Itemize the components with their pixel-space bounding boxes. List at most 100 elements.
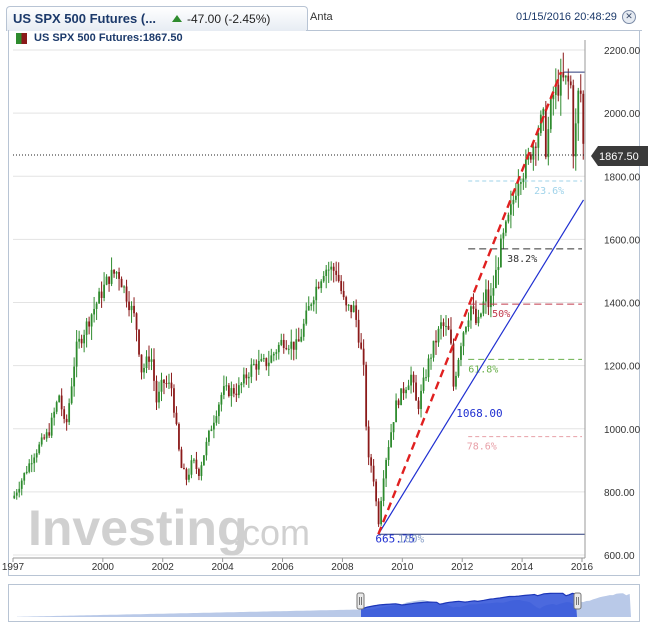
candle-body xyxy=(317,286,320,289)
candle-body xyxy=(400,388,402,406)
x-tick-label: 2002 xyxy=(152,562,175,573)
candle-body xyxy=(53,411,56,418)
candle-body xyxy=(407,385,410,390)
fib-level-label: 78.6% xyxy=(467,442,497,453)
candle-body xyxy=(452,343,455,387)
fib-level-label: 23.6% xyxy=(534,186,564,197)
navigator-svg[interactable] xyxy=(9,585,639,621)
candle-body xyxy=(390,432,392,447)
candle-body xyxy=(265,358,268,367)
candle-body xyxy=(552,94,555,100)
candle-body xyxy=(477,316,480,324)
candle-body xyxy=(507,214,510,222)
chart-annotation: 100% xyxy=(398,532,425,545)
candle-body xyxy=(20,480,23,489)
candle-body xyxy=(73,366,76,387)
candle-body xyxy=(30,463,33,465)
legend-label: US SPX 500 Futures:1867.50 xyxy=(34,32,183,44)
candle-body xyxy=(485,289,487,302)
candle-body xyxy=(315,286,318,301)
last-price-tag-shape xyxy=(591,146,648,166)
chart-panel xyxy=(8,30,640,576)
candle-body xyxy=(455,375,457,387)
candle-body xyxy=(257,360,260,370)
x-tick-label: 2014 xyxy=(511,562,534,573)
candle-body xyxy=(559,72,562,96)
candle-body xyxy=(335,270,338,275)
candle-body xyxy=(420,390,422,409)
candle-body xyxy=(447,325,450,330)
x-tick-label: 2008 xyxy=(331,562,354,573)
candle-body xyxy=(519,182,522,184)
candle-body xyxy=(250,364,253,377)
candle-body xyxy=(370,457,373,466)
candle-body xyxy=(135,313,138,330)
candle-body xyxy=(567,75,570,82)
candle-body xyxy=(440,322,442,329)
candle-body xyxy=(15,492,18,496)
candle-body xyxy=(43,437,46,439)
range-navigator[interactable] xyxy=(8,584,640,622)
candle-body xyxy=(562,72,565,78)
candle-body xyxy=(482,301,485,314)
y-tick-label: 600.00 xyxy=(604,551,635,562)
candle-body xyxy=(302,323,305,337)
candle-body xyxy=(465,327,467,333)
candle-body xyxy=(48,432,51,436)
candle-body xyxy=(375,481,378,502)
candle-body xyxy=(272,353,275,356)
candle-body xyxy=(385,459,387,479)
candle-body xyxy=(290,341,293,349)
candle-body xyxy=(75,341,78,367)
candle-body xyxy=(173,388,175,413)
fib-level-label: 50% xyxy=(492,309,510,320)
candle-body xyxy=(529,154,532,160)
close-icon[interactable]: ✕ xyxy=(622,10,636,24)
candle-body xyxy=(100,291,103,298)
candle-body xyxy=(23,473,26,481)
candle-body xyxy=(380,500,383,525)
candle-body xyxy=(442,322,445,327)
candle-body xyxy=(155,380,158,403)
candle-body xyxy=(262,358,265,360)
candle-body xyxy=(130,305,133,311)
candle-body xyxy=(524,159,527,179)
candle-body xyxy=(78,338,81,342)
y-tick-label: 2200.00 xyxy=(604,46,641,57)
candle-body xyxy=(242,374,245,384)
candle-body xyxy=(143,368,145,373)
candle-body xyxy=(410,374,412,386)
x-tick-label: 2016 xyxy=(571,562,594,573)
candle-body xyxy=(365,364,368,427)
y-tick-label: 1600.00 xyxy=(604,235,641,246)
candle-body xyxy=(350,304,353,313)
fib-level-label: 38.2% xyxy=(507,254,537,265)
candle-body xyxy=(83,334,86,344)
candle-body xyxy=(547,129,550,158)
candle-body xyxy=(457,359,460,376)
candle-body xyxy=(140,354,143,373)
navigator-selected-line xyxy=(360,592,576,610)
candle-body xyxy=(297,339,300,342)
blue-trend-line xyxy=(377,199,585,535)
candle-body xyxy=(58,395,61,403)
candle-body xyxy=(472,306,475,309)
navigator-left-handle[interactable] xyxy=(356,592,365,610)
candle-body xyxy=(514,195,517,200)
instrument-tab[interactable]: US SPX 500 Futures (... -47.00 (-2.45%) xyxy=(6,6,308,31)
candle-body xyxy=(417,400,420,409)
candle-body xyxy=(532,146,535,160)
candle-body xyxy=(65,418,68,423)
candle-body xyxy=(118,272,120,279)
candle-body xyxy=(110,269,113,284)
instrument-title[interactable]: US SPX 500 Futures (... xyxy=(13,11,157,26)
grid-lines xyxy=(13,49,585,556)
x-tick-label: 2004 xyxy=(212,562,235,573)
x-tick-label: 1997 xyxy=(2,562,25,573)
candle-body xyxy=(25,471,28,474)
candle-body xyxy=(342,290,345,298)
candle-body xyxy=(40,437,43,445)
candle-body xyxy=(240,383,243,386)
price-chart[interactable]: Investing .com 23.6% 38.2% 50% 61.8% 78.6% 10… xyxy=(0,0,650,580)
navigator-right-handle[interactable] xyxy=(573,592,582,610)
